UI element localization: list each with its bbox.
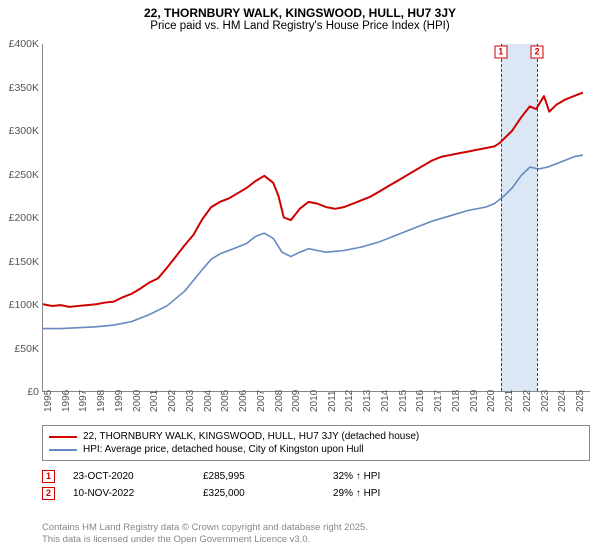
xtick-label: 2015 xyxy=(398,390,409,412)
xtick-label: 1995 xyxy=(43,390,54,412)
chart-title-line1: 22, THORNBURY WALK, KINGSWOOD, HULL, HU7… xyxy=(0,0,600,20)
xtick-label: 2003 xyxy=(185,390,196,412)
plot-svg xyxy=(43,44,590,391)
xtick-label: 2004 xyxy=(203,390,214,412)
xtick-label: 2006 xyxy=(238,390,249,412)
xtick-label: 2001 xyxy=(149,390,160,412)
xtick-label: 1998 xyxy=(96,390,107,412)
footer-line1: Contains HM Land Registry data © Crown c… xyxy=(42,522,368,534)
legend-swatch-price-paid xyxy=(49,436,77,438)
xtick-label: 2019 xyxy=(469,390,480,412)
xtick-label: 2010 xyxy=(309,390,320,412)
xtick-label: 2002 xyxy=(167,390,178,412)
ytick-label: £50K xyxy=(1,343,39,355)
xtick-label: 1996 xyxy=(61,390,72,412)
ytick-label: £200K xyxy=(1,212,39,224)
ytick-label: £350K xyxy=(1,82,39,94)
marker-line xyxy=(501,44,502,391)
sales-delta-1: 32% ↑ HPI xyxy=(333,471,463,482)
sales-table: 1 23-OCT-2020 £285,995 32% ↑ HPI 2 10-NO… xyxy=(42,468,463,502)
footer-line2: This data is licensed under the Open Gov… xyxy=(42,534,368,546)
sales-date-1: 23-OCT-2020 xyxy=(73,471,203,482)
sales-marker-1: 1 xyxy=(42,470,55,483)
xtick-label: 2012 xyxy=(344,390,355,412)
xtick-label: 2021 xyxy=(504,390,515,412)
sales-price-2: £325,000 xyxy=(203,488,333,499)
marker-badge: 2 xyxy=(531,46,544,59)
legend-item-price-paid: 22, THORNBURY WALK, KINGSWOOD, HULL, HU7… xyxy=(49,430,583,443)
xtick-label: 2022 xyxy=(522,390,533,412)
xtick-label: 1999 xyxy=(114,390,125,412)
xtick-label: 2017 xyxy=(433,390,444,412)
xtick-label: 2020 xyxy=(486,390,497,412)
ytick-label: £100K xyxy=(1,299,39,311)
xtick-label: 1997 xyxy=(78,390,89,412)
xtick-label: 2008 xyxy=(274,390,285,412)
sales-date-2: 10-NOV-2022 xyxy=(73,488,203,499)
ytick-label: £0 xyxy=(1,386,39,398)
legend-label-price-paid: 22, THORNBURY WALK, KINGSWOOD, HULL, HU7… xyxy=(83,431,419,442)
marker-badge: 1 xyxy=(494,46,507,59)
xtick-label: 2024 xyxy=(557,390,568,412)
xtick-label: 2016 xyxy=(415,390,426,412)
sales-row-1: 1 23-OCT-2020 £285,995 32% ↑ HPI xyxy=(42,468,463,485)
xtick-label: 2009 xyxy=(291,390,302,412)
legend-label-hpi: HPI: Average price, detached house, City… xyxy=(83,444,364,455)
ytick-label: £150K xyxy=(1,256,39,268)
chart-title-line2: Price paid vs. HM Land Registry's House … xyxy=(0,20,600,34)
xtick-label: 2007 xyxy=(256,390,267,412)
sales-delta-2: 29% ↑ HPI xyxy=(333,488,463,499)
xtick-label: 2014 xyxy=(380,390,391,412)
xtick-label: 2005 xyxy=(220,390,231,412)
xtick-label: 2023 xyxy=(540,390,551,412)
legend-swatch-hpi xyxy=(49,449,77,451)
sales-price-1: £285,995 xyxy=(203,471,333,482)
ytick-label: £250K xyxy=(1,169,39,181)
legend-item-hpi: HPI: Average price, detached house, City… xyxy=(49,443,583,456)
xtick-label: 2011 xyxy=(327,390,338,412)
sales-row-2: 2 10-NOV-2022 £325,000 29% ↑ HPI xyxy=(42,485,463,502)
footer: Contains HM Land Registry data © Crown c… xyxy=(42,522,368,546)
ytick-label: £400K xyxy=(1,38,39,50)
xtick-label: 2013 xyxy=(362,390,373,412)
plot-area: £0£50K£100K£150K£200K£250K£300K£350K£400… xyxy=(42,44,590,392)
xtick-label: 2000 xyxy=(132,390,143,412)
legend: 22, THORNBURY WALK, KINGSWOOD, HULL, HU7… xyxy=(42,425,590,461)
xtick-label: 2018 xyxy=(451,390,462,412)
marker-line xyxy=(537,44,538,391)
xtick-label: 2025 xyxy=(575,390,586,412)
ytick-label: £300K xyxy=(1,125,39,137)
sales-marker-2: 2 xyxy=(42,487,55,500)
